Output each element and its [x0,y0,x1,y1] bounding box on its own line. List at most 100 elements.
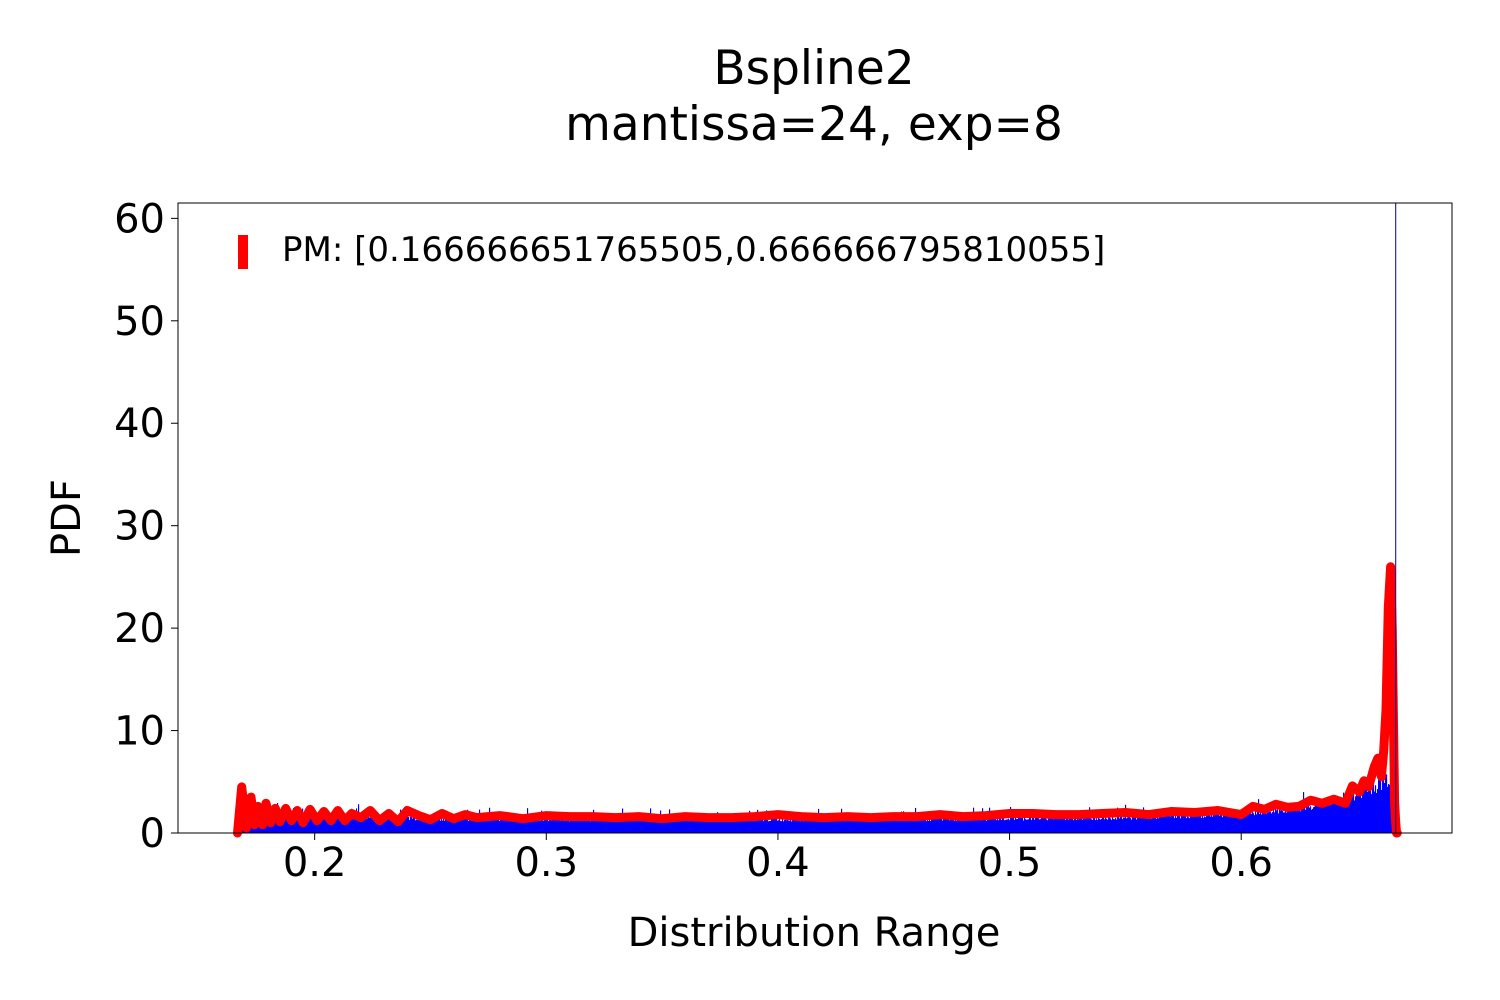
histogram-bar [498,817,500,833]
histogram-bar [1035,815,1037,833]
histogram-bar [335,814,337,833]
histogram-bar [1244,810,1246,833]
histogram-bar [1348,798,1350,833]
histogram-bar [469,819,471,833]
histogram-bar [649,820,651,833]
histogram-bar [501,818,503,833]
histogram-bar [372,814,374,833]
histogram-bar [544,819,546,833]
histogram-bar [634,816,636,833]
histogram-bar [1104,819,1106,833]
histogram-bar [612,816,614,833]
histogram-bar [298,815,300,833]
histogram-bar [522,819,524,833]
histogram-bar [648,817,650,833]
histogram-bar [941,816,943,833]
histogram-bar [506,819,508,833]
histogram-bar [646,818,648,833]
histogram-bar [1216,813,1218,833]
histogram-bar [430,816,432,833]
histogram-bar [869,816,871,833]
histogram-bar [463,817,465,833]
histogram-bar [1003,816,1005,833]
histogram-bar [965,819,967,833]
histogram-bar [1187,815,1189,833]
histogram-bar [1158,818,1160,833]
histogram-bar [569,821,571,833]
histogram-bar [874,820,876,833]
histogram-bar [805,820,807,833]
histogram-bar [340,818,342,833]
histogram-bar [910,820,912,833]
histogram-bar [701,816,703,833]
histogram-bar [609,819,611,833]
histogram-bar [1238,811,1240,833]
histogram-bar [1295,807,1297,833]
histogram-bar [516,816,518,833]
histogram-bar [374,818,376,833]
histogram-bar [1042,815,1044,833]
histogram-bar [1178,812,1180,833]
histogram-bar [771,816,773,833]
histogram-bar [859,817,861,833]
histogram-bar [943,816,945,833]
histogram-bar [1168,815,1170,833]
histogram-bar [1181,813,1183,833]
histogram-bar [1120,814,1122,833]
histogram-bar [1085,815,1087,833]
histogram-bar [495,818,497,833]
histogram-bar [391,815,393,833]
histogram-bar [313,817,315,833]
histogram-bar [1157,814,1159,833]
histogram-bar [1387,786,1389,833]
histogram-bar [953,820,955,833]
histogram-bar [822,817,824,833]
histogram-bar [807,816,809,833]
histogram-bar [1300,811,1302,833]
histogram-bar [1347,803,1349,833]
histogram-bar [1312,808,1314,833]
histogram-bar [1386,774,1388,833]
histogram-bar [750,819,752,833]
histogram-bar [661,817,663,833]
histogram-bar [1280,810,1282,833]
histogram-bar [728,819,730,833]
histogram-bar [1089,807,1091,833]
histogram-bar [979,816,981,833]
histogram-bar [948,813,950,833]
x-ticks: 0.2 0.3 0.4 0.5 0.6 [283,833,1273,886]
histogram-bar [720,818,722,833]
histogram-bar [431,817,433,833]
histogram-bar [1058,818,1060,833]
histogram-bar [459,820,461,833]
histogram-bar [1150,814,1152,833]
y-tick-label: 20 [114,606,165,652]
histogram-bar [639,819,641,833]
histogram-bar [996,820,998,833]
histogram-bar [945,818,947,833]
histogram-bar [1032,816,1034,833]
histogram-bar [1124,817,1126,833]
histogram-bar [535,820,537,833]
histogram-bar [756,819,758,833]
histogram-bar [284,816,286,833]
histogram-bar [702,820,704,833]
histogram-bar [730,818,732,833]
histogram-bar [309,813,311,833]
histogram-bar [563,817,565,833]
histogram-bar [413,816,415,833]
histogram-bar [549,819,551,833]
histogram-bar [725,816,727,833]
histogram-bar [1299,806,1301,833]
histogram-bar [1082,819,1084,833]
histogram-bar [596,821,598,833]
histogram-bar [1005,819,1007,833]
histogram-bar [1090,817,1092,833]
histogram-bar [385,817,387,833]
histogram-bar [1241,813,1243,833]
histogram-bar [1239,816,1241,833]
histogram-bar [362,817,364,833]
histogram-bar [1363,785,1365,833]
histogram-bar [797,818,799,833]
histogram-bar [1015,817,1017,833]
